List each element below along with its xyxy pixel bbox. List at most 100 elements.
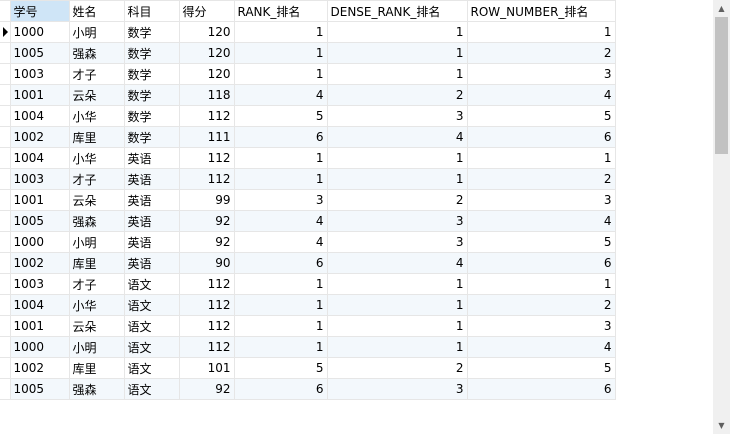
cell-subject[interactable]: 语文 <box>123 378 180 400</box>
row-indicator[interactable] <box>0 252 11 274</box>
row-indicator[interactable] <box>0 105 11 127</box>
cell-rank[interactable]: 6 <box>233 126 328 148</box>
cell-score[interactable]: 112 <box>178 168 235 190</box>
cell-name[interactable]: 才子 <box>68 273 125 295</box>
cell-name[interactable]: 强森 <box>68 378 125 400</box>
cell-rank[interactable]: 5 <box>233 105 328 127</box>
cell-score[interactable]: 112 <box>178 336 235 358</box>
cell-rank[interactable]: 5 <box>233 357 328 379</box>
cell-dense-rank[interactable]: 3 <box>326 231 468 253</box>
cell-student-id[interactable]: 1003 <box>9 273 70 295</box>
scrollbar-thumb[interactable] <box>715 17 728 154</box>
cell-student-id[interactable]: 1004 <box>9 294 70 316</box>
cell-dense-rank[interactable]: 3 <box>326 210 468 232</box>
cell-score[interactable]: 92 <box>178 378 235 400</box>
scroll-down-arrow-icon[interactable]: ▼ <box>718 421 725 430</box>
row-indicator[interactable] <box>0 210 11 232</box>
column-header-subject[interactable]: 科目 <box>123 0 180 22</box>
cell-score[interactable]: 118 <box>178 84 235 106</box>
cell-score[interactable]: 99 <box>178 189 235 211</box>
cell-score[interactable]: 112 <box>178 147 235 169</box>
cell-subject[interactable]: 英语 <box>123 231 180 253</box>
cell-subject[interactable]: 数学 <box>123 21 180 43</box>
cell-score[interactable]: 92 <box>178 231 235 253</box>
cell-dense-rank[interactable]: 1 <box>326 273 468 295</box>
table-row[interactable]: 1001 云朵 数学 118 4 2 4 <box>0 84 616 106</box>
cell-student-id[interactable]: 1003 <box>9 63 70 85</box>
cell-dense-rank[interactable]: 1 <box>326 21 468 43</box>
scroll-up-arrow-icon[interactable]: ▲ <box>718 4 725 13</box>
result-grid[interactable]: 学号 姓名 科目 得分 RANK_排名 DENSE_RANK_排名 ROW_NU… <box>0 0 616 400</box>
table-row[interactable]: 1002 库里 英语 90 6 4 6 <box>0 252 616 274</box>
cell-score[interactable]: 112 <box>178 273 235 295</box>
cell-name[interactable]: 库里 <box>68 126 125 148</box>
cell-dense-rank[interactable]: 1 <box>326 147 468 169</box>
cell-score[interactable]: 101 <box>178 357 235 379</box>
row-indicator[interactable] <box>0 378 11 400</box>
cell-student-id[interactable]: 1004 <box>9 147 70 169</box>
cell-row-number[interactable]: 4 <box>466 336 616 358</box>
row-indicator[interactable] <box>0 42 11 64</box>
row-indicator[interactable] <box>0 357 11 379</box>
cell-rank[interactable]: 1 <box>233 315 328 337</box>
column-header-rank[interactable]: RANK_排名 <box>233 0 328 22</box>
cell-score[interactable]: 90 <box>178 252 235 274</box>
cell-rank[interactable]: 1 <box>233 42 328 64</box>
cell-dense-rank[interactable]: 2 <box>326 189 468 211</box>
table-row[interactable]: 1004 小华 数学 112 5 3 5 <box>0 105 616 127</box>
cell-rank[interactable]: 1 <box>233 63 328 85</box>
cell-name[interactable]: 小华 <box>68 147 125 169</box>
cell-name[interactable]: 小明 <box>68 336 125 358</box>
cell-row-number[interactable]: 5 <box>466 231 616 253</box>
table-row[interactable]: 1005 强森 数学 120 1 1 2 <box>0 42 616 64</box>
cell-score[interactable]: 111 <box>178 126 235 148</box>
cell-student-id[interactable]: 1001 <box>9 189 70 211</box>
cell-subject[interactable]: 英语 <box>123 147 180 169</box>
table-row[interactable]: 1001 云朵 语文 112 1 1 3 <box>0 315 616 337</box>
cell-student-id[interactable]: 1000 <box>9 336 70 358</box>
cell-name[interactable]: 云朵 <box>68 315 125 337</box>
cell-student-id[interactable]: 1000 <box>9 231 70 253</box>
cell-student-id[interactable]: 1005 <box>9 378 70 400</box>
table-row[interactable]: 1000 小明 英语 92 4 3 5 <box>0 231 616 253</box>
row-indicator[interactable] <box>0 147 11 169</box>
row-indicator[interactable] <box>0 84 11 106</box>
cell-dense-rank[interactable]: 1 <box>326 294 468 316</box>
cell-row-number[interactable]: 3 <box>466 189 616 211</box>
cell-subject[interactable]: 英语 <box>123 252 180 274</box>
column-header-score[interactable]: 得分 <box>178 0 235 22</box>
row-indicator[interactable] <box>0 189 11 211</box>
cell-student-id[interactable]: 1002 <box>9 252 70 274</box>
cell-dense-rank[interactable]: 3 <box>326 378 468 400</box>
cell-score[interactable]: 112 <box>178 315 235 337</box>
row-indicator[interactable] <box>0 231 11 253</box>
cell-student-id[interactable]: 1002 <box>9 126 70 148</box>
cell-rank[interactable]: 1 <box>233 147 328 169</box>
cell-subject[interactable]: 英语 <box>123 210 180 232</box>
cell-dense-rank[interactable]: 1 <box>326 168 468 190</box>
table-row[interactable]: 1003 才子 英语 112 1 1 2 <box>0 168 616 190</box>
cell-rank[interactable]: 4 <box>233 210 328 232</box>
column-header-name[interactable]: 姓名 <box>68 0 125 22</box>
cell-rank[interactable]: 6 <box>233 252 328 274</box>
cell-score[interactable]: 120 <box>178 42 235 64</box>
table-row[interactable]: 1005 强森 英语 92 4 3 4 <box>0 210 616 232</box>
cell-student-id[interactable]: 1003 <box>9 168 70 190</box>
row-indicator[interactable] <box>0 63 11 85</box>
row-indicator[interactable] <box>0 315 11 337</box>
cell-dense-rank[interactable]: 1 <box>326 315 468 337</box>
cell-subject[interactable]: 英语 <box>123 189 180 211</box>
row-indicator[interactable] <box>0 336 11 358</box>
table-row[interactable]: 1002 库里 语文 101 5 2 5 <box>0 357 616 379</box>
cell-subject[interactable]: 数学 <box>123 42 180 64</box>
cell-subject[interactable]: 英语 <box>123 168 180 190</box>
row-indicator[interactable] <box>0 21 11 43</box>
vertical-scrollbar[interactable]: ▲ ▼ <box>713 0 730 434</box>
cell-student-id[interactable]: 1001 <box>9 84 70 106</box>
cell-score[interactable]: 112 <box>178 105 235 127</box>
cell-student-id[interactable]: 1000 <box>9 21 70 43</box>
cell-rank[interactable]: 4 <box>233 231 328 253</box>
cell-row-number[interactable]: 6 <box>466 252 616 274</box>
cell-student-id[interactable]: 1001 <box>9 315 70 337</box>
table-row[interactable]: 1002 库里 数学 111 6 4 6 <box>0 126 616 148</box>
